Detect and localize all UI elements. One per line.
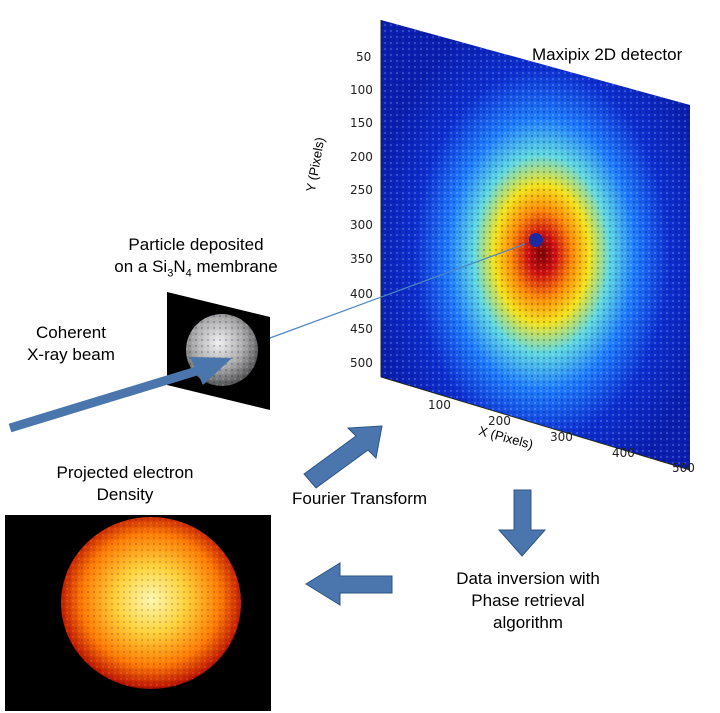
sample-membrane bbox=[167, 292, 270, 410]
result-label: Projected electron Density bbox=[56, 463, 194, 504]
y-tick: 350 bbox=[350, 252, 373, 266]
y-tick: 400 bbox=[350, 287, 373, 301]
reconstruction-arrow bbox=[305, 562, 393, 606]
sample-label-line1: Particle deposited bbox=[128, 235, 264, 254]
y-tick: 450 bbox=[350, 322, 373, 336]
y-tick: 300 bbox=[350, 218, 373, 232]
density-image bbox=[5, 515, 271, 711]
inversion-arrow bbox=[497, 489, 547, 557]
scatter-line bbox=[269, 243, 526, 339]
y-tick: 50 bbox=[356, 50, 372, 64]
fourier-arrow bbox=[303, 425, 383, 489]
x-tick: 500 bbox=[672, 461, 695, 475]
beam-arrow bbox=[8, 357, 232, 433]
y-tick: 200 bbox=[350, 150, 373, 164]
x-tick: 300 bbox=[550, 430, 573, 444]
y-tick: 500 bbox=[350, 356, 373, 370]
detector-title: Maxipix 2D detector bbox=[532, 45, 683, 64]
x-tick: 400 bbox=[612, 446, 635, 460]
sample-label-line2: on a Si3N4 membrane bbox=[114, 257, 278, 280]
fourier-label: Fourier Transform bbox=[292, 489, 428, 508]
inversion-label: Data inversion with Phase retrieval algo… bbox=[456, 569, 600, 632]
y-tick: 150 bbox=[350, 116, 373, 130]
detector-panel bbox=[380, 20, 691, 471]
x-tick: 100 bbox=[428, 398, 451, 412]
sample-label: Particle deposited on a Si3N4 membrane bbox=[76, 234, 316, 284]
x-tick: 200 bbox=[488, 414, 511, 428]
beam-label: Coherent X-ray beam bbox=[27, 323, 115, 364]
beamstop bbox=[529, 233, 543, 247]
y-tick: 100 bbox=[350, 83, 373, 97]
y-tick: 250 bbox=[350, 183, 373, 197]
